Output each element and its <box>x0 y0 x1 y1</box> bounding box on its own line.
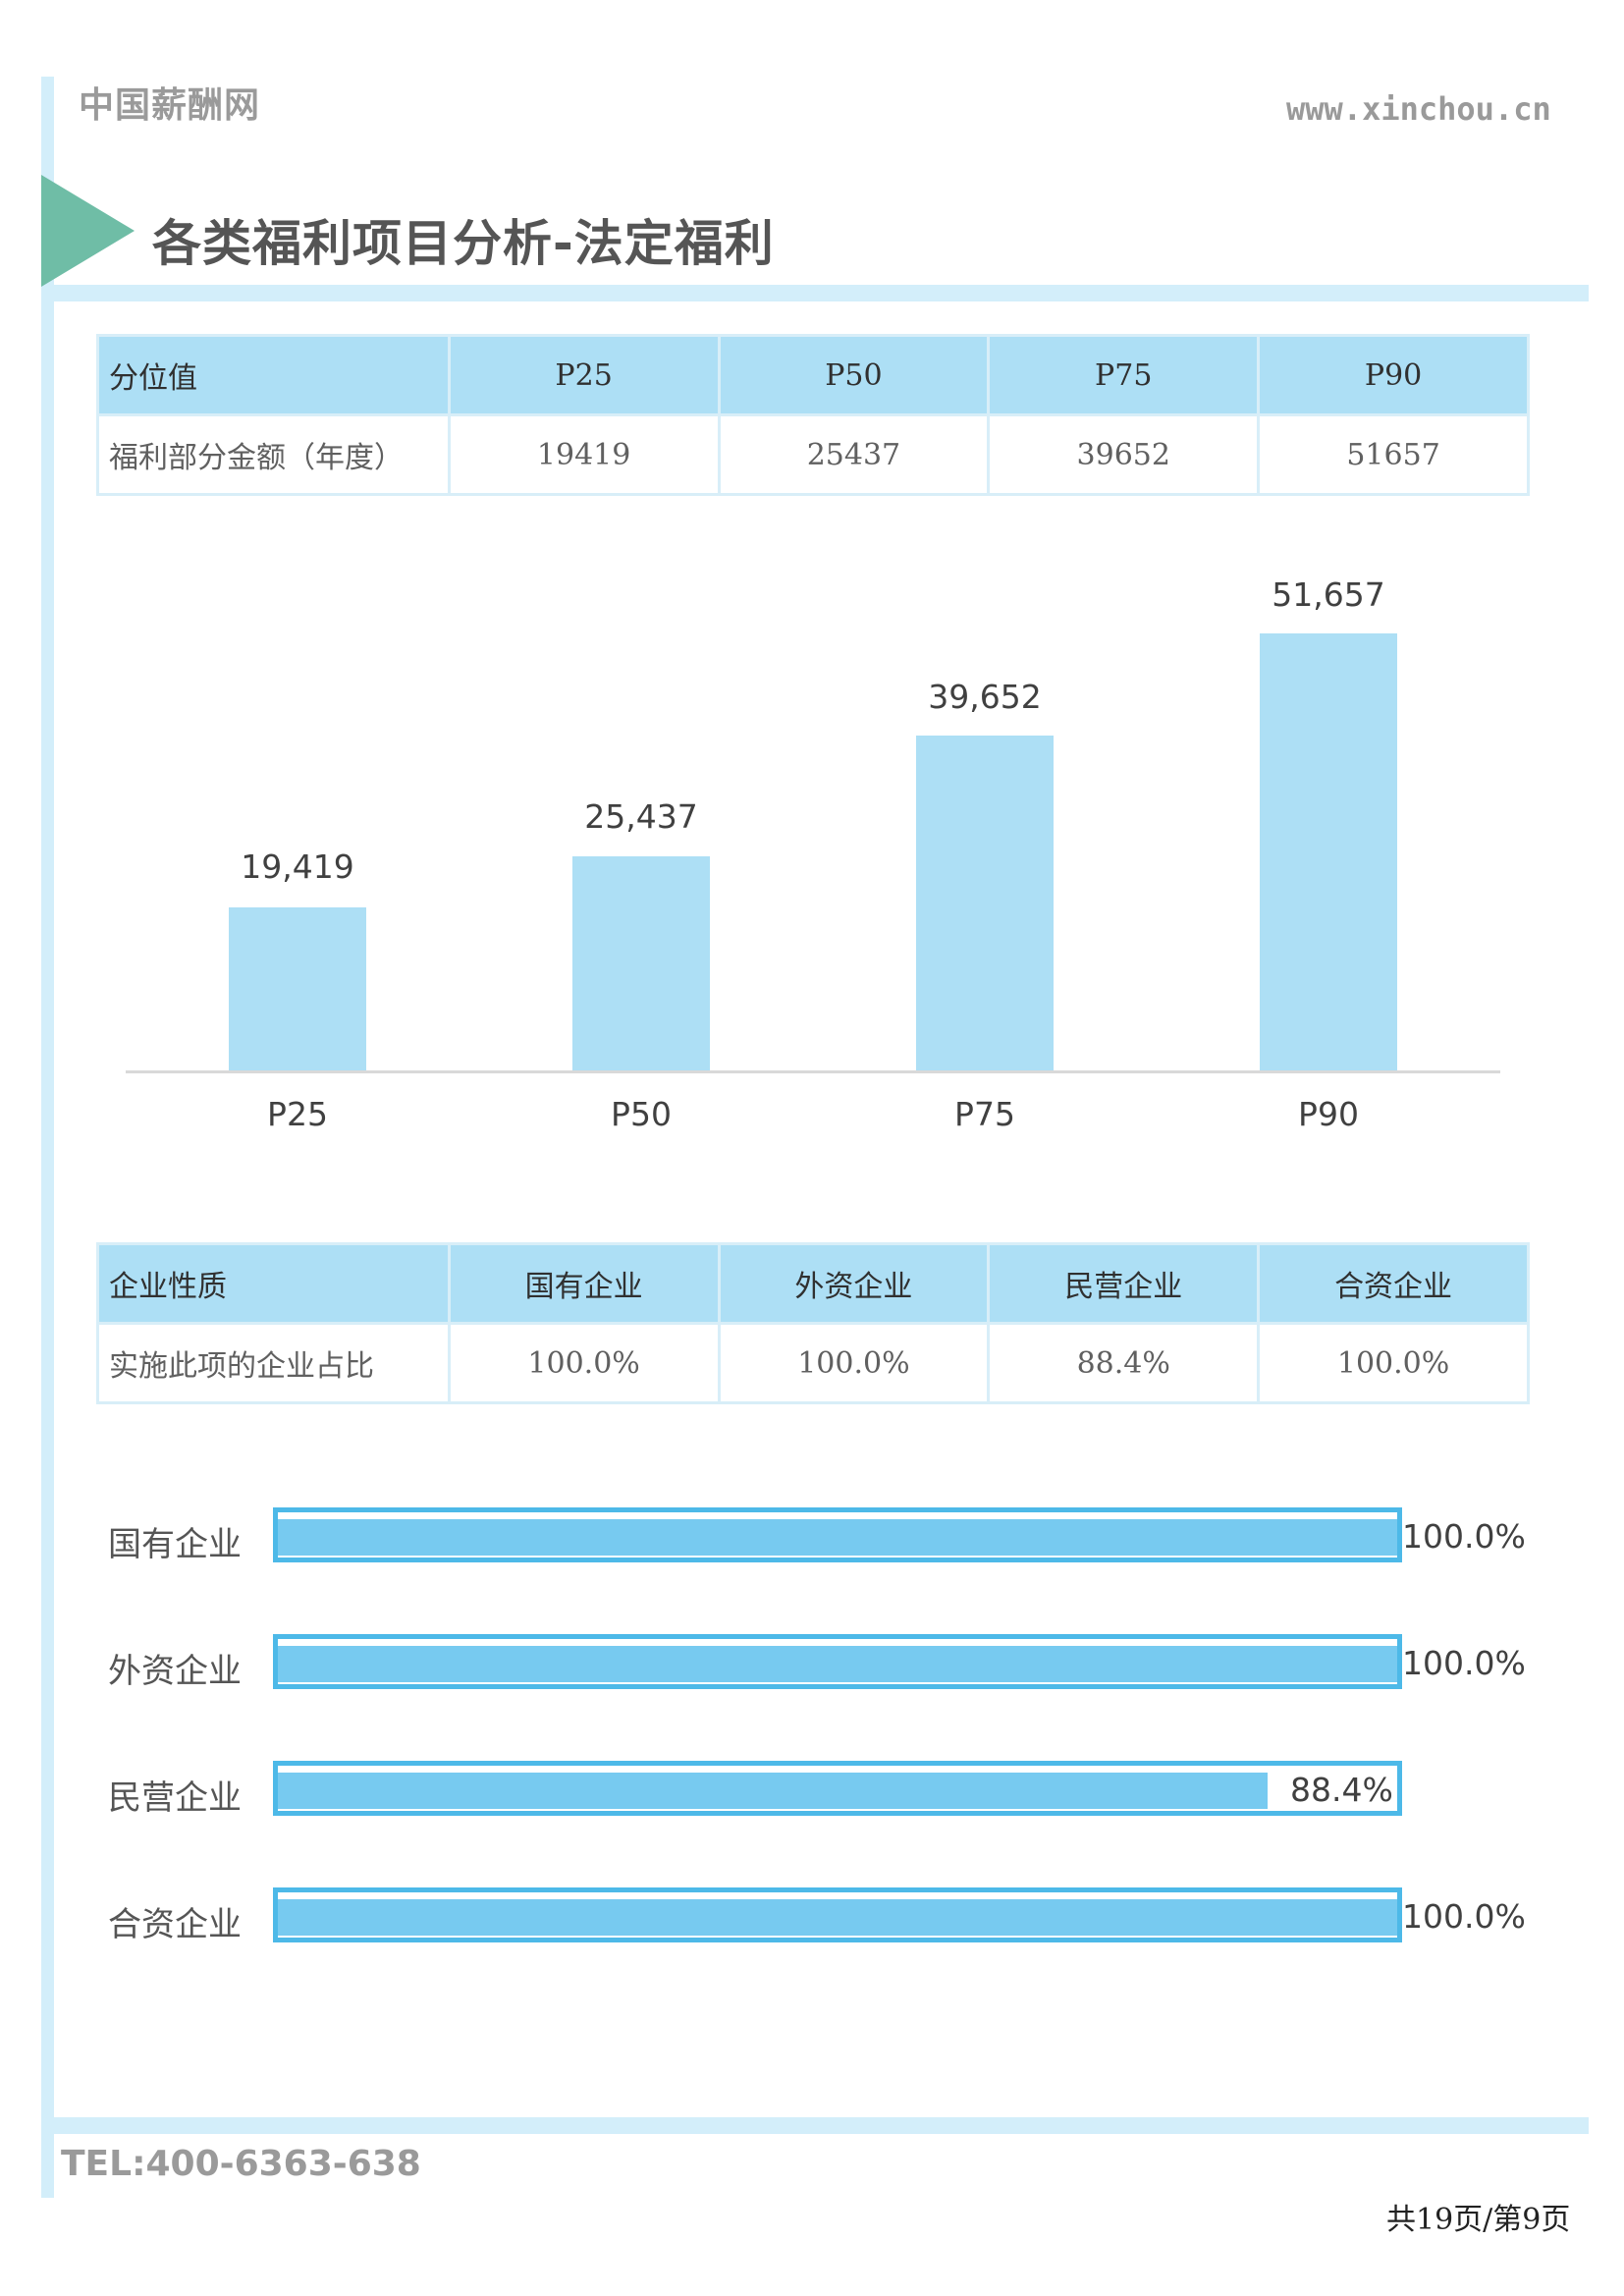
percentile-bar-chart: 19,419 P25 25,437 P50 39,652 P75 51,657 … <box>126 550 1500 1159</box>
bar-p75 <box>916 736 1054 1070</box>
table-row: 福利部分金额（年度） 19419 25437 39652 51657 <box>96 413 1530 496</box>
header-cell: P90 <box>1257 334 1530 416</box>
progress-fill <box>278 1519 1397 1556</box>
bar-value-label: 51,657 <box>1272 575 1385 614</box>
x-tick-label: P50 <box>611 1095 672 1133</box>
value-cell: 100.0% <box>717 1322 991 1404</box>
progress-frame <box>273 1761 1402 1816</box>
progress-value: 100.0% <box>1402 1644 1526 1682</box>
value-cell: 39652 <box>987 413 1261 496</box>
x-tick-label: P25 <box>267 1095 328 1133</box>
progress-row-foreign: 外资企业 100.0% <box>108 1634 1532 1697</box>
value-cell: 100.0% <box>447 1322 721 1404</box>
value-cell: 88.4% <box>987 1322 1261 1404</box>
x-axis-line <box>126 1070 1500 1073</box>
progress-label: 合资企业 <box>108 1905 242 1944</box>
progress-value: 100.0% <box>1402 1517 1526 1556</box>
value-cell: 51657 <box>1257 413 1530 496</box>
bottom-divider <box>41 2117 1589 2134</box>
triangle-marker-icon <box>41 175 135 287</box>
bar-value-label: 39,652 <box>928 678 1042 716</box>
header-cell: 外资企业 <box>717 1242 991 1325</box>
progress-row-joint-venture: 合资企业 100.0% <box>108 1887 1532 1950</box>
header-cell: P50 <box>717 334 991 416</box>
header-cell: 企业性质 <box>96 1242 451 1325</box>
header-cell: 民营企业 <box>987 1242 1261 1325</box>
progress-row-state-owned: 国有企业 100.0% <box>108 1507 1532 1570</box>
page-title: 各类福利项目分析-法定福利 <box>152 215 775 272</box>
value-cell: 25437 <box>717 413 991 496</box>
header-cell: 国有企业 <box>447 1242 721 1325</box>
progress-label: 民营企业 <box>108 1778 242 1818</box>
progress-fill <box>278 1773 1268 1809</box>
x-tick-label: P75 <box>954 1095 1015 1133</box>
row-label: 福利部分金额（年度） <box>96 413 451 496</box>
progress-label: 外资企业 <box>108 1652 242 1691</box>
site-url: www.xinchou.cn <box>1286 90 1551 128</box>
header-cell: P25 <box>447 334 721 416</box>
left-frame-line <box>41 77 54 2198</box>
row-label: 实施此项的企业占比 <box>96 1322 451 1404</box>
header-cell: 分位值 <box>96 334 451 416</box>
percentile-table: 分位值 P25 P50 P75 P90 福利部分金额（年度） 19419 254… <box>96 334 1530 496</box>
bar-p50 <box>572 856 710 1070</box>
progress-fill <box>278 1899 1397 1936</box>
x-tick-label: P90 <box>1298 1095 1359 1133</box>
progress-value: 88.4% <box>1290 1771 1393 1809</box>
header-cell: P75 <box>987 334 1261 416</box>
value-cell: 100.0% <box>1257 1322 1530 1404</box>
enterprise-type-table: 企业性质 国有企业 外资企业 民营企业 合资企业 实施此项的企业占比 100.0… <box>96 1242 1530 1404</box>
table-header-row: 企业性质 国有企业 外资企业 民营企业 合资企业 <box>96 1242 1530 1325</box>
brand-name: 中国薪酬网 <box>79 85 261 126</box>
bar-value-label: 25,437 <box>584 797 698 836</box>
progress-frame <box>273 1507 1402 1562</box>
bar-p90 <box>1260 633 1397 1070</box>
progress-frame <box>273 1887 1402 1942</box>
header-cell: 合资企业 <box>1257 1242 1530 1325</box>
phone-number: TEL:400-6363-638 <box>61 2144 421 2184</box>
progress-value: 100.0% <box>1402 1897 1526 1936</box>
bar-p25 <box>229 907 366 1070</box>
progress-frame <box>273 1634 1402 1689</box>
page-indicator: 共19页/第9页 <box>1386 2203 1571 2237</box>
table-row: 实施此项的企业占比 100.0% 100.0% 88.4% 100.0% <box>96 1322 1530 1404</box>
value-cell: 19419 <box>447 413 721 496</box>
progress-label: 国有企业 <box>108 1525 242 1564</box>
table-header-row: 分位值 P25 P50 P75 P90 <box>96 334 1530 416</box>
progress-row-private: 民营企业 88.4% <box>108 1761 1532 1824</box>
top-divider <box>41 285 1589 301</box>
bar-value-label: 19,419 <box>241 847 354 886</box>
progress-fill <box>278 1646 1397 1682</box>
